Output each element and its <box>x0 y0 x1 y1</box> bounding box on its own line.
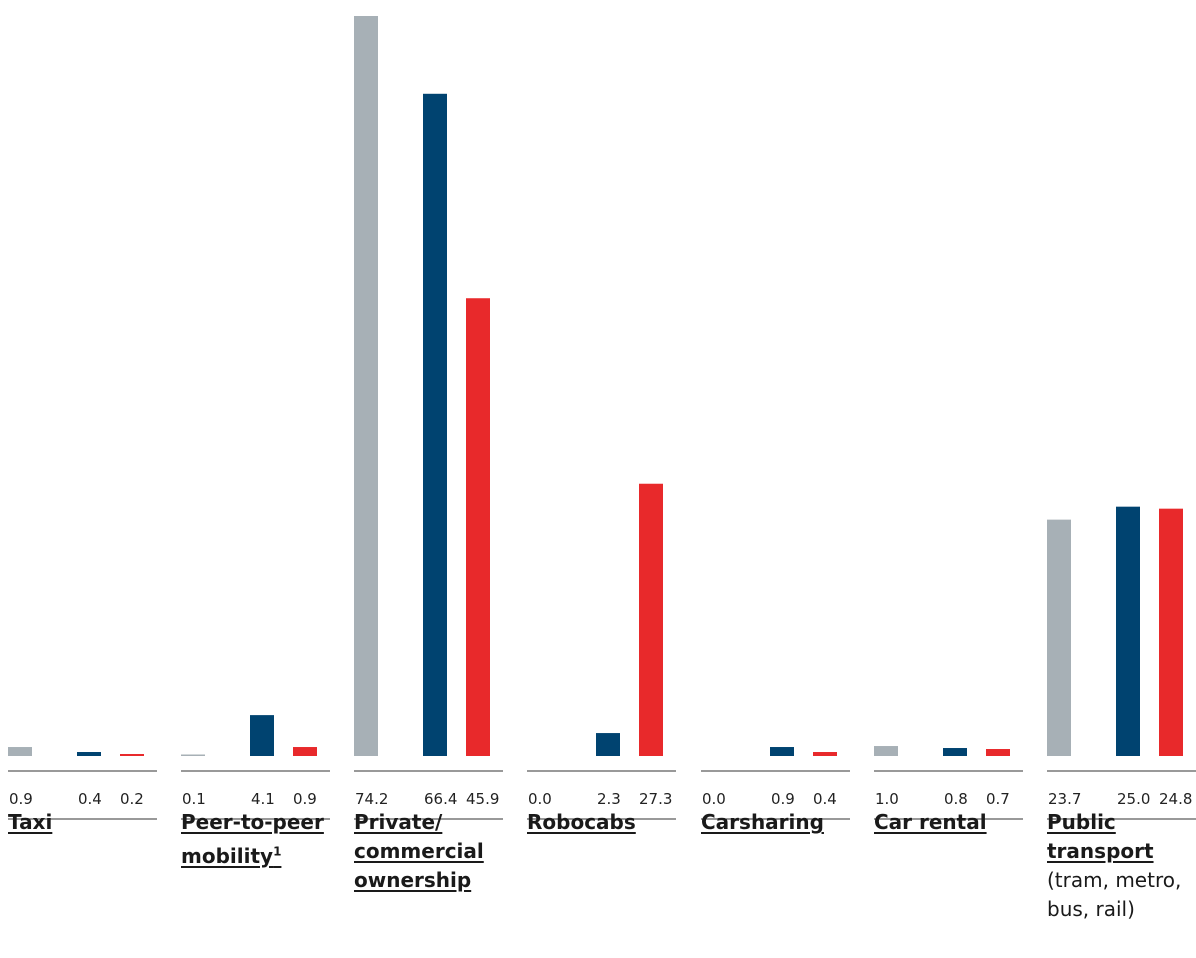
category-name: Private/ commercial ownership <box>354 810 484 892</box>
bar-taxi-series-3 <box>120 754 144 756</box>
category-label-car-rental: Car rental <box>874 808 1034 837</box>
value-label-robocabs-series-1: 0.0 <box>528 790 552 808</box>
bar-robocabs-series-2 <box>596 733 620 756</box>
value-label-carsharing-series-1: 0.0 <box>702 790 726 808</box>
bar-public-series-1 <box>1047 519 1071 756</box>
category-name-text: Robocabs <box>527 810 636 834</box>
bar-car-rental-series-3 <box>986 749 1010 756</box>
category-name: Peer-to-peer mobility1 <box>181 810 324 868</box>
value-label-car-rental-series-2: 0.8 <box>944 790 968 808</box>
value-label-car-rental-series-1: 1.0 <box>875 790 899 808</box>
category-name: Carsharing <box>701 810 824 834</box>
value-label-public-series-1: 23.7 <box>1048 790 1081 808</box>
value-label-car-rental-series-3: 0.7 <box>986 790 1010 808</box>
bar-carsharing-series-3 <box>813 752 837 756</box>
bar-private-series-2 <box>423 93 447 757</box>
value-label-carsharing-series-3: 0.4 <box>813 790 837 808</box>
bar-taxi-series-2 <box>77 752 101 756</box>
value-label-taxi-series-1: 0.9 <box>9 790 33 808</box>
category-name-text: Private/ commercial ownership <box>354 810 484 892</box>
bar-private-series-1 <box>354 16 378 756</box>
bar-car-rental-series-2 <box>943 748 967 756</box>
value-label-private-series-1: 74.2 <box>355 790 388 808</box>
category-label-taxi: Taxi <box>8 808 168 837</box>
value-label-carsharing-series-2: 0.9 <box>771 790 795 808</box>
category-name-text: Peer-to-peer mobility <box>181 810 324 868</box>
value-label-public-series-3: 24.8 <box>1159 790 1192 808</box>
footnote-marker: 1 <box>273 844 282 858</box>
bar-public-series-2 <box>1116 506 1140 756</box>
value-label-public-series-2: 25.0 <box>1117 790 1150 808</box>
category-label-private: Private/ commercial ownership <box>354 808 514 895</box>
bar-peer-to-peer-series-2 <box>250 715 274 756</box>
category-name-text: Car rental <box>874 810 987 834</box>
value-label-robocabs-series-2: 2.3 <box>597 790 621 808</box>
value-label-peer-to-peer-series-1: 0.1 <box>182 790 206 808</box>
category-label-robocabs: Robocabs <box>527 808 687 837</box>
category-name-text: Taxi <box>8 810 53 834</box>
value-label-peer-to-peer-series-3: 0.9 <box>293 790 317 808</box>
bars-layer <box>8 16 1183 757</box>
rules-layer <box>8 770 1196 820</box>
category-name: Taxi <box>8 810 52 834</box>
category-name: Car rental <box>874 810 987 834</box>
value-labels-layer: 0.9 0.4 0.2 0.1 4.1 0.9 74.2 66.4 45.9 0.0 2.3 27.3… <box>9 790 1192 808</box>
bar-taxi-series-1 <box>8 747 32 756</box>
bar-peer-to-peer-series-1 <box>181 754 205 756</box>
category-name-text: Carsharing <box>701 810 824 834</box>
value-label-taxi-series-2: 0.4 <box>78 790 102 808</box>
category-name-text: Public transport <box>1047 810 1154 863</box>
bar-robocabs-series-3 <box>639 483 663 756</box>
category-name: Public transport <box>1047 810 1154 863</box>
value-label-private-series-3: 45.9 <box>466 790 499 808</box>
bar-private-series-3 <box>466 298 490 756</box>
category-label-public: Public transport (tram, metro, bus, rail) <box>1047 808 1196 924</box>
bar-car-rental-series-1 <box>874 746 898 756</box>
value-label-taxi-series-3: 0.2 <box>120 790 144 808</box>
bar-carsharing-series-2 <box>770 747 794 756</box>
value-label-peer-to-peer-series-2: 4.1 <box>251 790 275 808</box>
value-label-robocabs-series-3: 27.3 <box>639 790 672 808</box>
bar-public-series-3 <box>1159 508 1183 756</box>
category-note: (tram, metro, bus, rail) <box>1047 868 1182 921</box>
value-label-private-series-2: 66.4 <box>424 790 457 808</box>
category-label-peer-to-peer: Peer-to-peer mobility1 <box>181 808 341 871</box>
category-name: Robocabs <box>527 810 636 834</box>
bar-peer-to-peer-series-3 <box>293 747 317 756</box>
category-label-carsharing: Carsharing <box>701 808 861 837</box>
